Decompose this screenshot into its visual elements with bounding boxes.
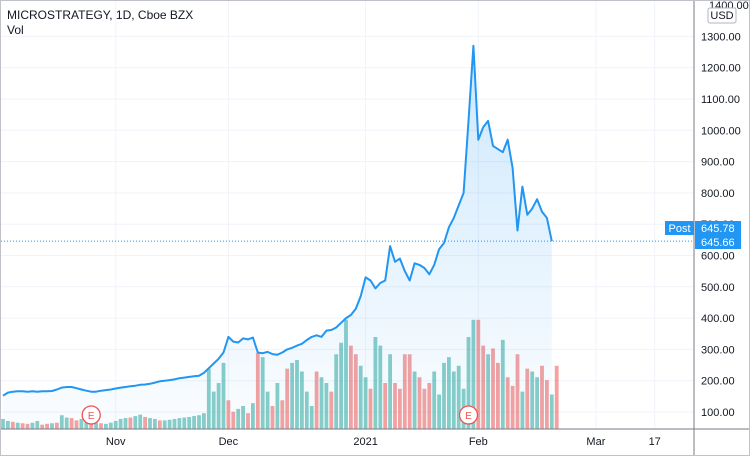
price-area	[3, 45, 552, 430]
volume-bar	[549, 394, 554, 429]
post-price-tag: 645.66	[695, 235, 741, 249]
post-tag-box	[665, 221, 694, 235]
currency-badge[interactable]: USD	[707, 7, 737, 24]
y-tick-label: 1200.00	[701, 63, 741, 75]
post-tag: Post	[665, 221, 694, 235]
y-tick-label: 600.00	[701, 251, 735, 263]
y-tick-label-top: 1400.00	[709, 1, 749, 12]
price-line-layer	[1, 44, 694, 397]
y-tick-label: 1000.00	[701, 125, 741, 137]
earnings-marker-label: E	[88, 411, 95, 422]
y-tick-label: 1100.00	[701, 94, 740, 106]
volume-bar	[554, 365, 559, 429]
y-tick-label: 1300.00	[701, 31, 741, 43]
symbol-title: MICROSTRATEGY, 1D, Cboe BZX	[7, 8, 194, 22]
last-price-tag-box	[695, 221, 741, 235]
y-tick-label: 900.00	[701, 157, 735, 169]
x-tick-label: 2021	[353, 436, 377, 448]
post-price-tag-box	[695, 235, 741, 249]
y-tick-label: 300.00	[701, 344, 735, 356]
x-tick-label: Nov	[106, 436, 126, 448]
chart-legend: MICROSTRATEGY, 1D, Cboe BZX Vol	[7, 8, 193, 37]
x-tick-label: Feb	[469, 436, 488, 448]
earnings-marker[interactable]: E	[458, 405, 479, 425]
earnings-marker-circle	[458, 405, 479, 425]
post-tag-label: Post	[668, 223, 690, 235]
x-tick-label: Dec	[219, 436, 239, 448]
currency-badge-box	[707, 7, 737, 24]
y-tick-label: 400.00	[701, 313, 735, 325]
y-tick-label: 200.00	[701, 376, 735, 388]
earnings-marker-label: E	[465, 411, 472, 422]
y-tick-label: 800.00	[701, 188, 735, 200]
volume-bar	[1, 418, 5, 429]
last-price-tag: 645.78	[695, 221, 741, 235]
price-area-fill	[3, 45, 552, 430]
volume-label: Vol	[7, 23, 24, 37]
grid-layer	[1, 1, 694, 429]
earnings-marker[interactable]: E	[81, 405, 101, 425]
currency-label: USD	[710, 10, 733, 22]
price-line	[2, 44, 553, 397]
last-price-tag-label: 645.78	[701, 223, 735, 235]
x-tick-label: Mar	[586, 436, 605, 448]
y-tick-label: 500.00	[701, 282, 735, 294]
post-price-tag-label: 645.66	[701, 237, 735, 249]
earnings-marker-circle	[81, 405, 101, 425]
y-tick-label: 100.00	[701, 407, 735, 419]
x-tick-label: 17	[649, 436, 661, 448]
